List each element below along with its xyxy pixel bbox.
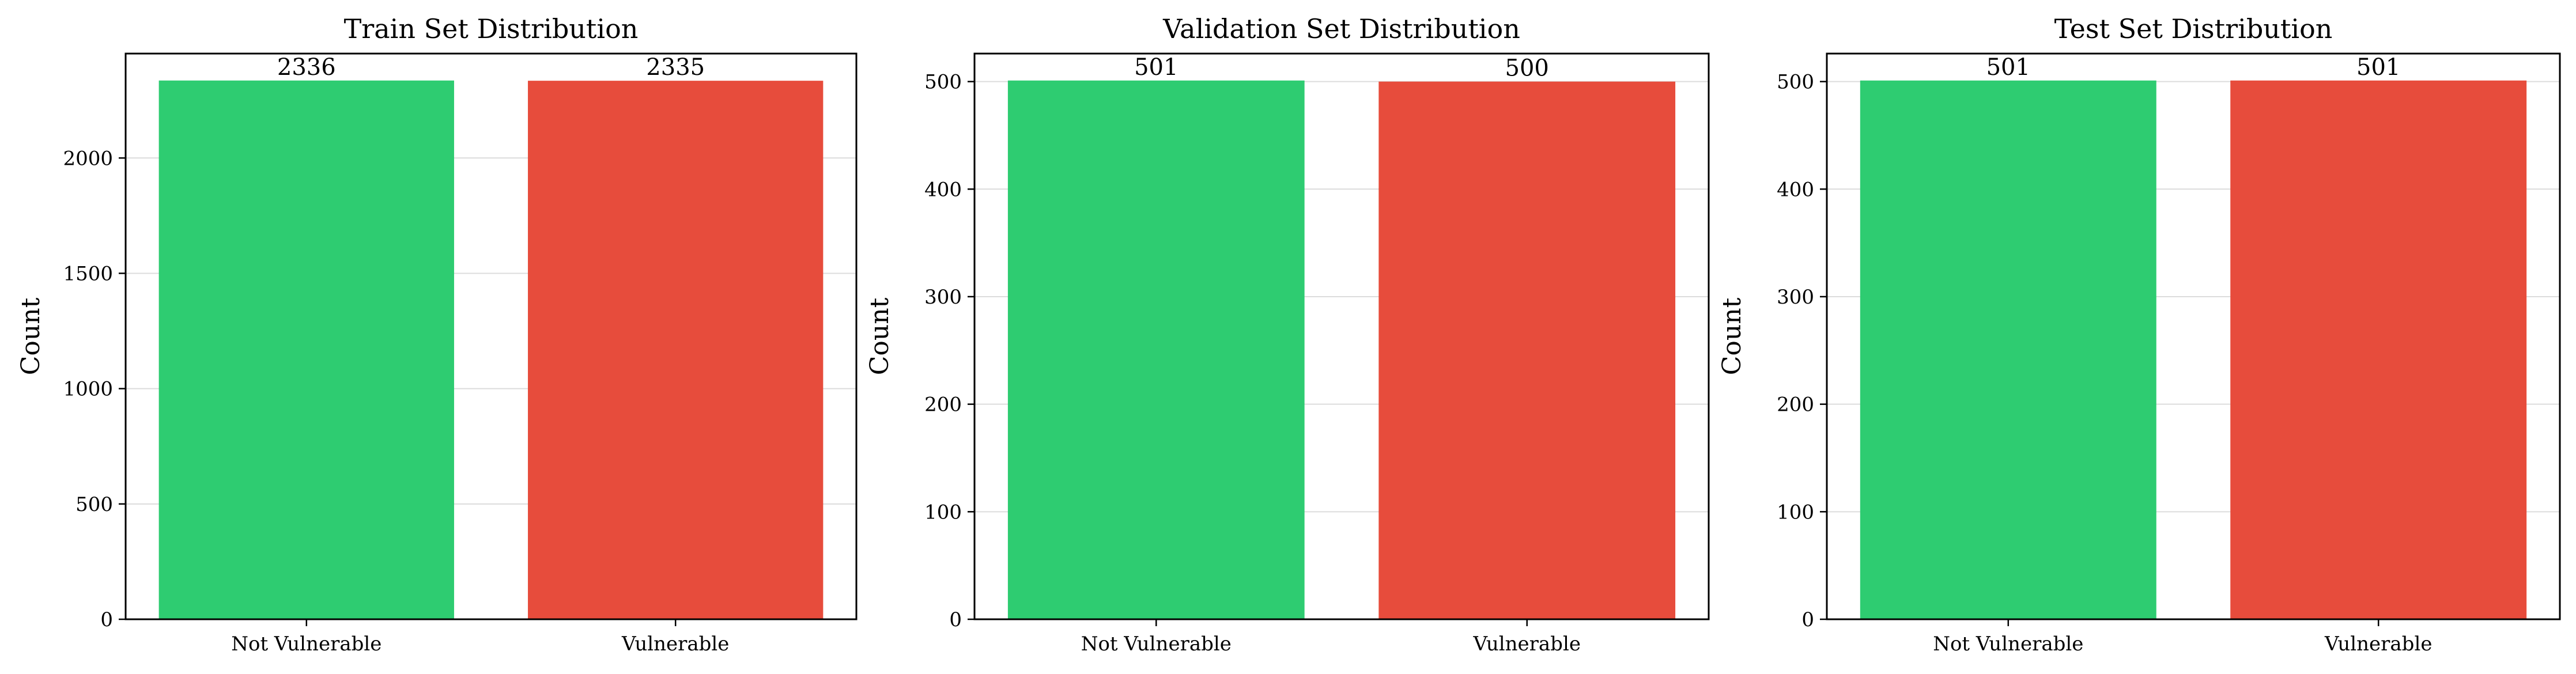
y-tick-label: 400 <box>924 178 962 201</box>
data-label: 500 <box>1505 55 1549 82</box>
x-tick-label: Vulnerable <box>2324 633 2432 656</box>
data-label: 501 <box>1134 54 1178 81</box>
plot-frame <box>1826 52 2561 620</box>
bar-not-vulnerable <box>1007 80 1305 619</box>
x-tick-label: Not Vulnerable <box>1081 633 1232 656</box>
y-tick-label: 200 <box>1777 393 1814 416</box>
chart-panel-validation: 501 Not Vulnerable 500 Vulnerable 0 100 200 300… <box>865 13 1710 656</box>
bar-vulnerable <box>1378 81 1676 619</box>
y-tick-label: 0 <box>100 608 113 631</box>
y-axis-label: Count <box>865 297 894 375</box>
y-tick-label: 1000 <box>63 378 113 401</box>
y-axis-label: Count <box>16 297 46 375</box>
y-tick-label: 500 <box>924 71 962 94</box>
chart-title: Validation Set Distribution <box>1162 13 1520 44</box>
y-tick-label: 500 <box>1777 71 1814 94</box>
y-tick-label: 300 <box>1777 286 1814 309</box>
bar-vulnerable <box>528 81 824 620</box>
x-tick-label: Not Vulnerable <box>1933 633 2083 656</box>
y-tick-label: 2000 <box>63 147 113 170</box>
y-axis-label: Count <box>1717 297 1747 375</box>
plot-frame <box>124 52 858 620</box>
plot-frame <box>973 52 1710 620</box>
y-tick-label: 0 <box>949 608 962 631</box>
data-label: 2335 <box>646 54 705 81</box>
x-tick-label: Vulnerable <box>621 633 729 656</box>
y-tick-label: 200 <box>924 393 962 416</box>
bar-not-vulnerable <box>158 80 454 619</box>
data-label: 501 <box>1986 54 2030 81</box>
y-tick-label: 400 <box>1777 178 1814 201</box>
bar-vulnerable <box>2230 80 2527 619</box>
bar-not-vulnerable <box>1860 80 2156 619</box>
chart-title: Test Set Distribution <box>2054 13 2333 44</box>
y-tick-label: 500 <box>75 493 113 516</box>
y-tick-label: 1500 <box>63 262 113 285</box>
y-tick-label: 100 <box>1777 501 1814 524</box>
chart-title: Train Set Distribution <box>344 13 639 44</box>
x-tick-label: Not Vulnerable <box>231 633 382 656</box>
y-tick-label: 300 <box>924 286 962 309</box>
y-tick-label: 0 <box>1801 608 1814 631</box>
data-label: 501 <box>2356 54 2400 81</box>
x-tick-label: Vulnerable <box>1472 633 1580 656</box>
chart-panel-test: 501 Not Vulnerable 501 Vulnerable 0 100 200 300… <box>1717 13 2561 656</box>
chart-panel-train: 2336 Not Vulnerable 2335 Vulnerable 0 500 1000… <box>16 13 858 656</box>
y-tick-label: 100 <box>924 501 962 524</box>
data-label: 2336 <box>277 54 336 81</box>
